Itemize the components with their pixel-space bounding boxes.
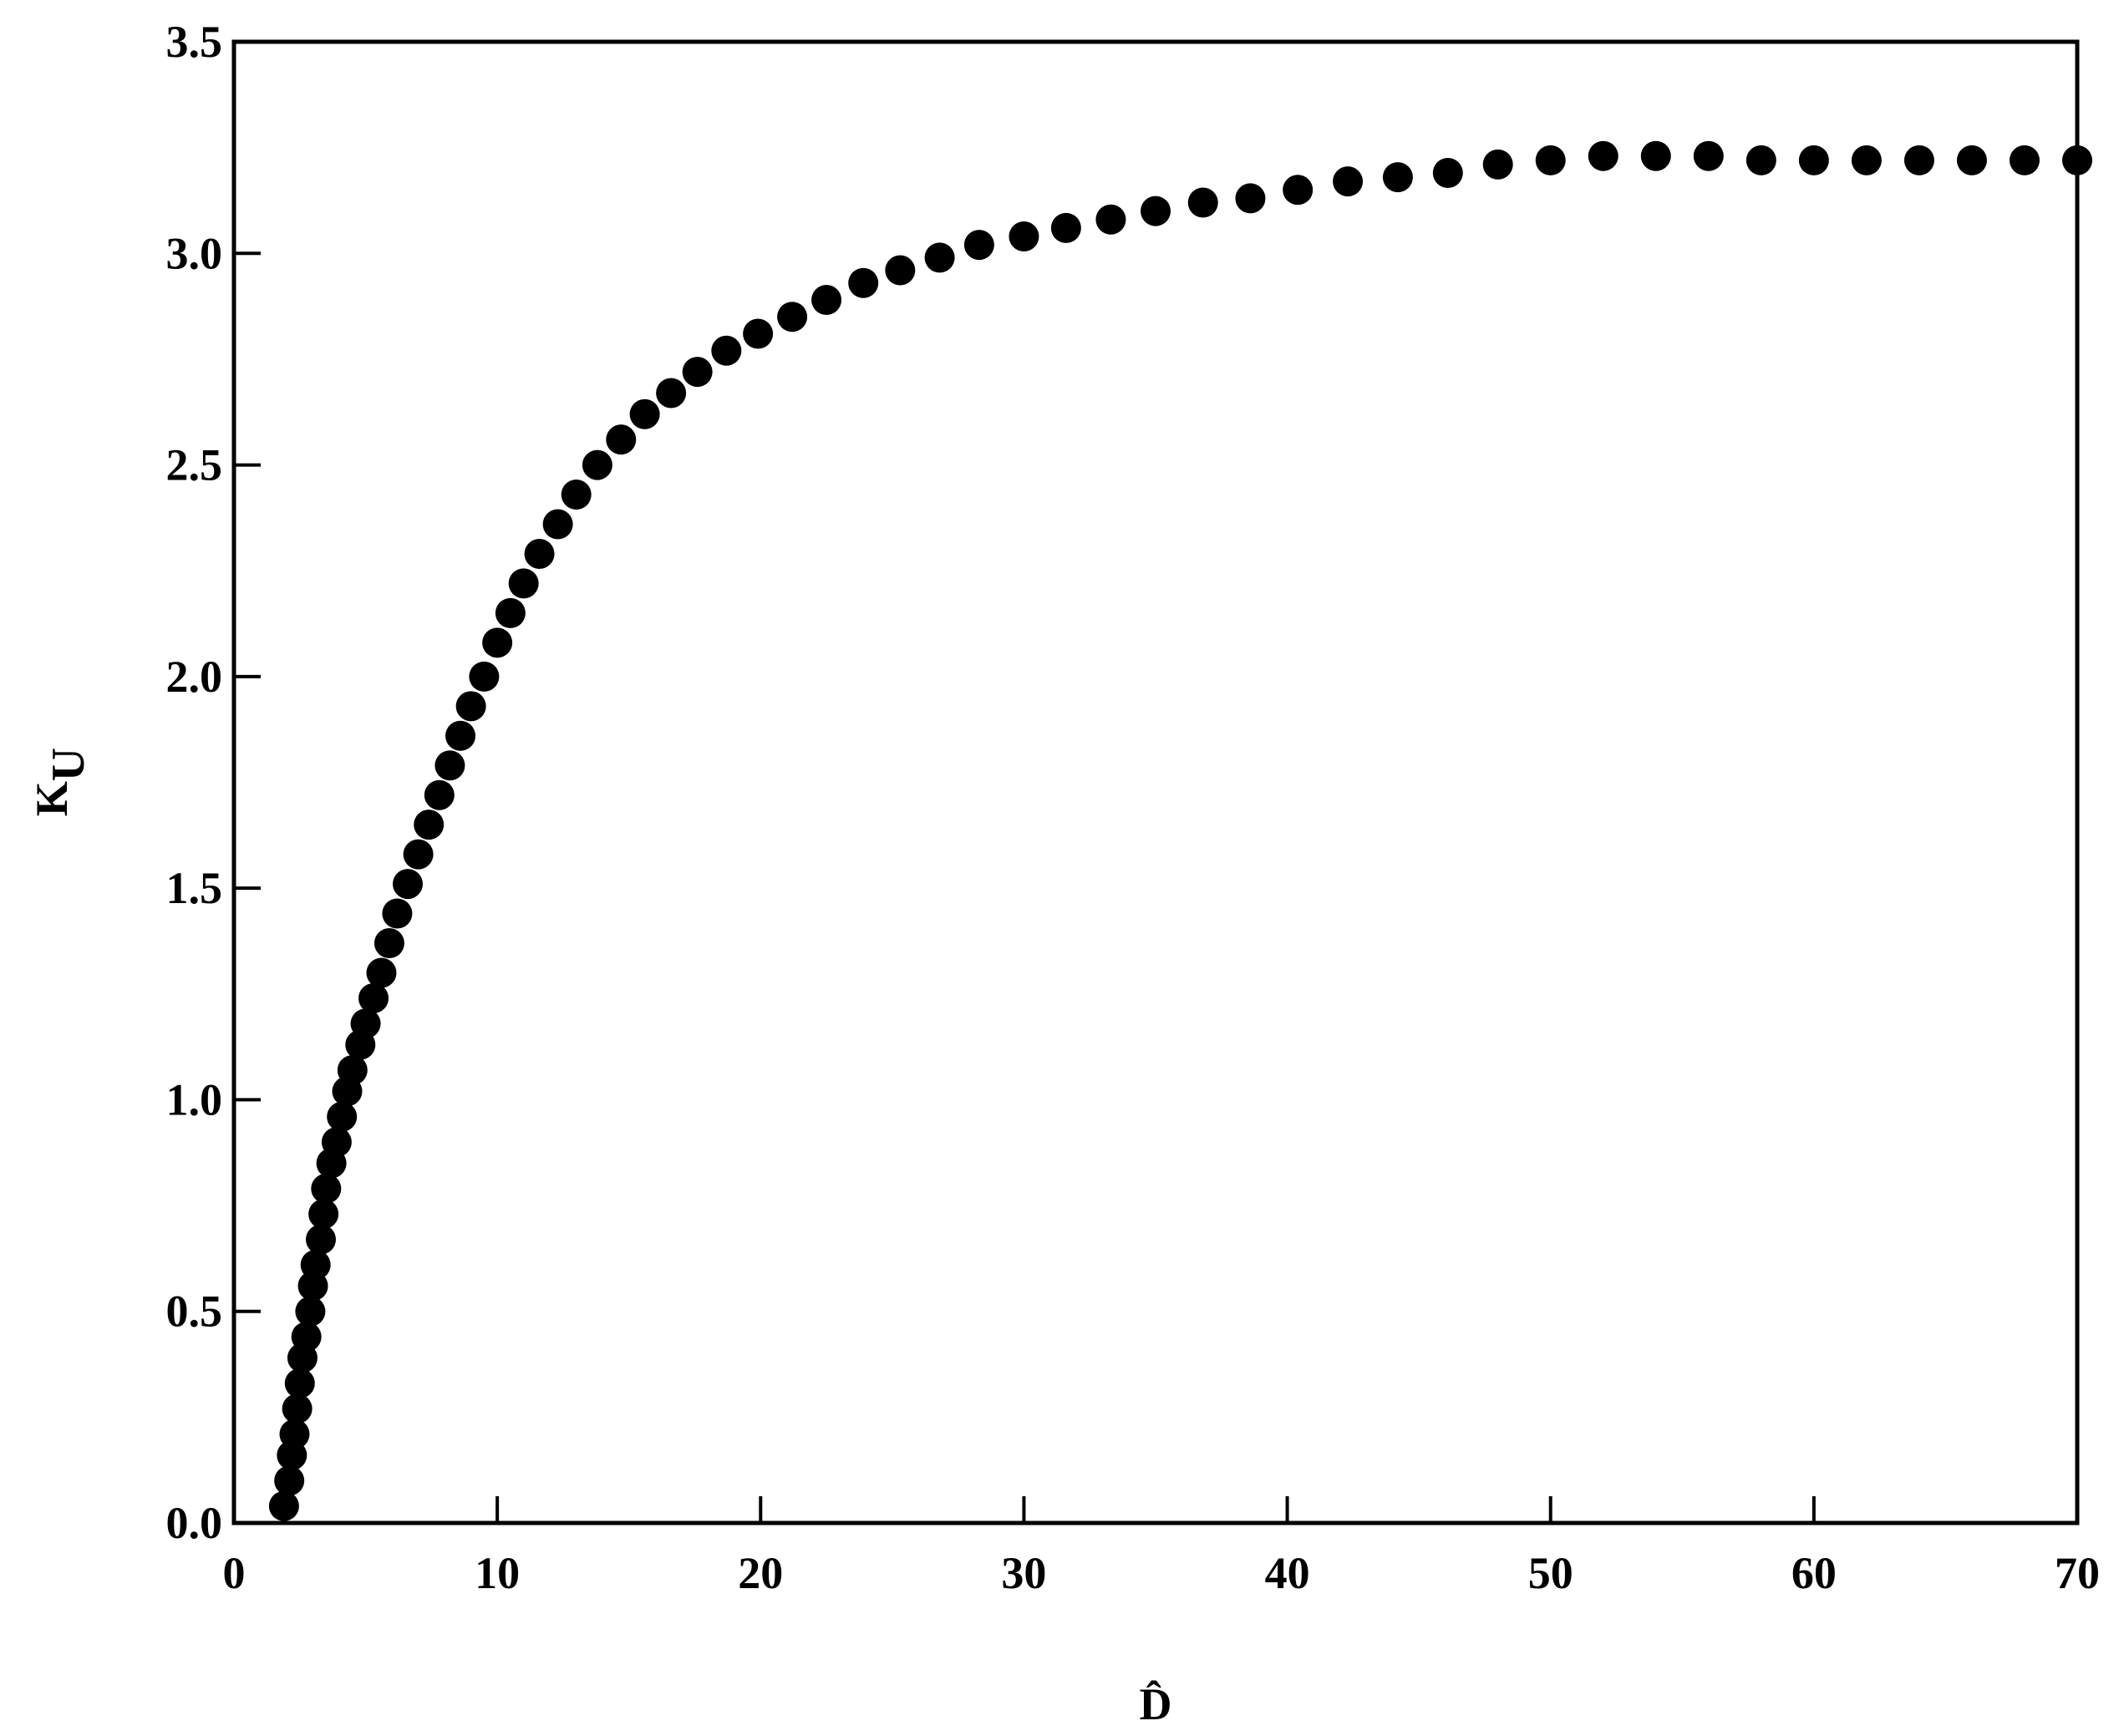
plot-frame <box>231 39 2080 1525</box>
x-tick-label: 40 <box>1265 1548 1310 1598</box>
y-tick-label: 2.5 <box>166 440 223 490</box>
y-tick-label: 3.0 <box>166 228 223 278</box>
y-tick-label: 3.5 <box>166 17 223 67</box>
point <box>2009 145 2040 175</box>
point <box>885 255 916 286</box>
x-tick-label: 50 <box>1528 1548 1573 1598</box>
x-tick-label: 0 <box>223 1548 246 1598</box>
y-tick-label: 0.0 <box>166 1498 223 1548</box>
point <box>268 1490 299 1521</box>
point <box>295 1296 326 1327</box>
point <box>482 627 513 658</box>
point <box>561 480 592 510</box>
x-axis-label: D̂ <box>1140 1679 1172 1729</box>
y-tick-label: 1.0 <box>166 1074 223 1124</box>
y-label-sub: U <box>43 748 94 781</box>
point <box>495 597 526 628</box>
y-axis-label: KU <box>27 748 94 816</box>
point <box>582 449 612 480</box>
point <box>1432 158 1463 189</box>
point <box>305 1224 336 1255</box>
point <box>1187 187 1218 218</box>
point <box>656 378 687 409</box>
point <box>542 509 573 540</box>
point <box>279 1419 310 1449</box>
x-tick-label: 30 <box>1001 1548 1046 1598</box>
x-tick-label: 60 <box>1791 1548 1837 1598</box>
point <box>1141 195 1171 226</box>
point <box>1588 140 1618 171</box>
point <box>382 898 413 929</box>
point <box>337 1054 368 1085</box>
x-tick-label: 20 <box>738 1548 783 1598</box>
point <box>424 779 455 810</box>
point <box>1235 183 1266 214</box>
point <box>1482 149 1513 180</box>
point <box>434 750 465 781</box>
point <box>392 869 423 900</box>
point <box>1693 140 1724 171</box>
y-tick-label: 0.5 <box>166 1287 223 1337</box>
point <box>1903 145 1934 175</box>
point <box>1640 140 1671 171</box>
point <box>291 1322 322 1353</box>
point <box>373 927 404 958</box>
point <box>1283 175 1314 206</box>
point <box>711 335 742 366</box>
point <box>629 398 660 429</box>
point <box>1009 221 1039 252</box>
point <box>414 810 445 840</box>
y-label-main: K <box>27 781 77 816</box>
y-tick-label: 1.5 <box>166 863 223 913</box>
point <box>274 1465 305 1496</box>
point <box>1535 145 1566 175</box>
point <box>469 661 500 692</box>
point <box>403 839 434 870</box>
point <box>445 720 476 751</box>
point <box>1956 145 1987 175</box>
point <box>924 242 955 273</box>
point <box>508 568 539 599</box>
point <box>1382 162 1413 193</box>
point <box>2062 145 2092 175</box>
point <box>321 1127 352 1158</box>
point <box>811 285 842 316</box>
point <box>1798 145 1829 175</box>
point <box>311 1173 342 1204</box>
point <box>743 318 774 349</box>
point <box>1095 204 1126 235</box>
point <box>1050 212 1081 243</box>
point <box>777 302 808 332</box>
x-tick-label: 70 <box>2055 1548 2100 1598</box>
point <box>682 357 713 388</box>
point <box>300 1249 331 1280</box>
point <box>350 1008 381 1039</box>
point <box>963 230 994 261</box>
y-tick-label: 2.0 <box>166 652 223 702</box>
point <box>1333 166 1364 197</box>
point <box>455 691 486 722</box>
point <box>1746 145 1776 175</box>
point <box>524 538 555 569</box>
point <box>848 267 879 298</box>
point <box>308 1199 339 1230</box>
point <box>284 1368 315 1398</box>
point <box>282 1393 313 1424</box>
point <box>327 1101 358 1132</box>
point <box>1851 145 1882 175</box>
x-tick-label: 10 <box>475 1548 520 1598</box>
point <box>366 957 397 988</box>
point <box>606 424 637 455</box>
point <box>358 982 389 1013</box>
